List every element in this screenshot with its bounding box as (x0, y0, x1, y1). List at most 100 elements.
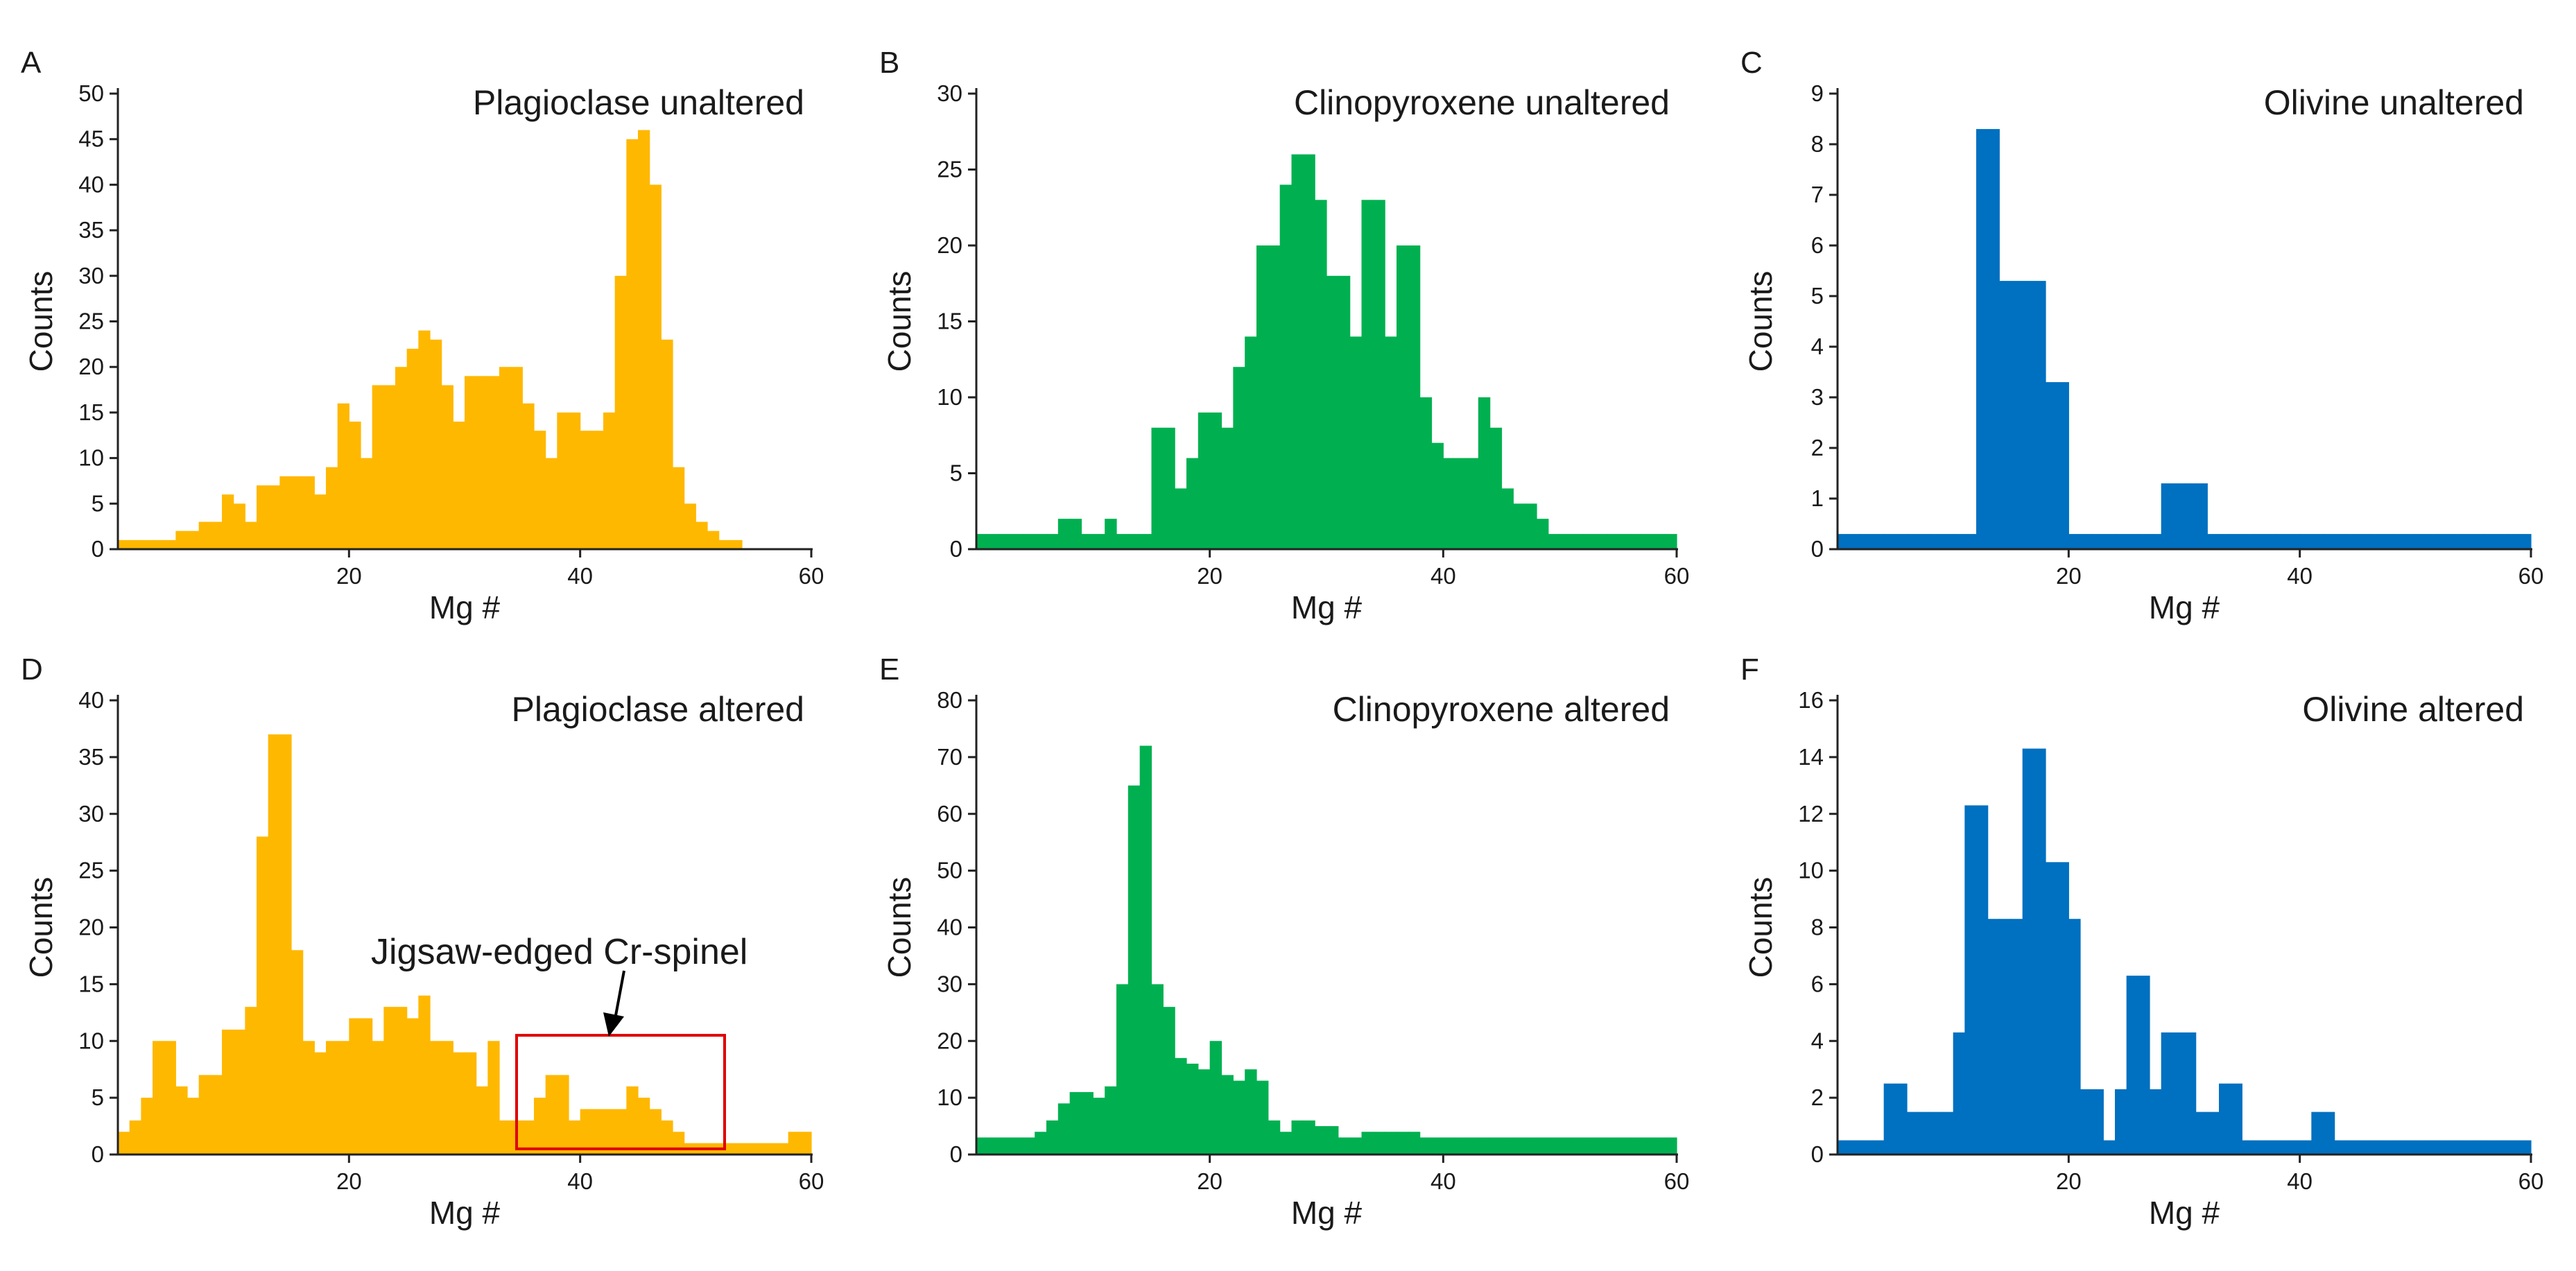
histogram-bar (1245, 1069, 1257, 1155)
y-tick-label: 12 (1798, 801, 1824, 827)
histogram-bar (638, 1098, 650, 1155)
histogram-bar (1081, 1091, 1093, 1155)
x-axis-label: Mg # (2149, 589, 2220, 625)
histogram-bar (730, 539, 743, 549)
histogram-bar (465, 376, 477, 549)
histogram-bar (1221, 427, 1234, 549)
y-tick-label: 40 (78, 171, 104, 197)
y-tick-label: 25 (78, 309, 104, 334)
x-tick-label: 40 (2287, 1168, 2313, 1194)
histogram-bar (1139, 745, 1152, 1155)
histogram-bar (1942, 1112, 1954, 1155)
y-tick-label: 35 (78, 744, 104, 770)
histogram-bar (1315, 1126, 1327, 1155)
y-tick-label: 4 (1811, 334, 1824, 359)
histogram-bar (569, 412, 581, 549)
histogram-bar (222, 494, 234, 549)
histogram-bar (1256, 245, 1269, 549)
histogram-bar (569, 1120, 581, 1155)
histogram-bar (1198, 412, 1211, 549)
histogram-bar (1548, 1137, 1561, 1155)
histogram-bar (1595, 534, 1607, 549)
histogram-bar (1419, 1137, 1433, 1155)
histogram-bar (2230, 534, 2254, 549)
histogram-bar (1233, 1080, 1245, 1155)
y-tick-label: 30 (78, 801, 104, 827)
histogram-bar (2103, 1140, 2116, 1155)
y-tick-label: 0 (950, 1141, 962, 1167)
y-tick-label: 80 (937, 687, 962, 713)
histogram-bar (1035, 1132, 1047, 1155)
histogram-bar (210, 521, 223, 549)
x-tick-label: 60 (1664, 563, 1690, 589)
y-tick-label: 5 (1811, 283, 1824, 309)
x-axis-label: Mg # (1291, 589, 1363, 625)
histogram-bar (2230, 1083, 2242, 1155)
histogram-bar (2022, 748, 2034, 1155)
x-tick-label: 40 (2287, 563, 2313, 589)
y-tick-label: 15 (78, 399, 104, 425)
histogram-bar (2346, 534, 2370, 549)
x-tick-label: 60 (1664, 1168, 1690, 1194)
histogram-bar (1127, 785, 1141, 1155)
histogram-bar (1046, 1120, 1059, 1155)
histogram-bar (1338, 1137, 1351, 1155)
histogram-bar (164, 1041, 176, 1155)
x-tick-label: 40 (567, 1168, 593, 1194)
histogram-bar (730, 1143, 743, 1155)
histogram-bar (1987, 919, 2000, 1155)
y-tick-label: 16 (1798, 687, 1824, 713)
histogram-bar (198, 1075, 211, 1155)
y-axis-label: Counts (881, 271, 917, 372)
histogram-bar (1443, 1137, 1455, 1155)
histogram-bar (395, 367, 408, 549)
histogram-bar (2115, 1089, 2127, 1155)
y-tick-label: 5 (950, 460, 962, 486)
y-tick-label: 35 (78, 217, 104, 243)
histogram-bar (245, 521, 257, 549)
histogram-bar (1838, 1140, 1850, 1155)
histogram-bar (187, 530, 200, 549)
histogram-bar (603, 1109, 616, 1155)
histogram-bar (187, 1098, 200, 1155)
y-tick-label: 25 (78, 858, 104, 883)
histogram-bar (1918, 1112, 1930, 1155)
histogram-bar (245, 1007, 257, 1155)
histogram-bar (2068, 534, 2093, 549)
y-tick-label: 1 (1811, 485, 1824, 511)
histogram-bar (406, 1018, 419, 1155)
histogram-bar (580, 431, 592, 549)
histogram-bar (164, 539, 176, 549)
arrow-head-icon (603, 1012, 624, 1037)
panel-letter: D (21, 652, 43, 686)
histogram-bar (1872, 1140, 1885, 1155)
histogram-bar (2299, 534, 2324, 549)
histogram-bar (1838, 534, 1861, 549)
histogram-bar (257, 836, 269, 1155)
x-tick-label: 60 (799, 1168, 824, 1194)
histogram-bar (1186, 1064, 1199, 1155)
histogram-bar (1559, 1137, 1573, 1155)
histogram-bar (1537, 519, 1549, 549)
histogram-bar (1385, 1132, 1397, 1155)
y-tick-label: 20 (937, 1028, 962, 1053)
histogram-bar (2046, 382, 2069, 549)
y-tick-label: 4 (1811, 1028, 1824, 1053)
histogram-bar (1501, 1137, 1514, 1155)
y-tick-label: 15 (937, 309, 962, 334)
histogram-bar (1011, 1137, 1023, 1155)
histogram-bar (1455, 1137, 1467, 1155)
histogram-bar (1618, 1137, 1631, 1155)
histogram-bar (453, 1052, 465, 1155)
histogram-bar (2195, 1112, 2208, 1155)
histogram-bar (673, 1132, 685, 1155)
y-tick-label: 6 (1811, 971, 1824, 996)
histogram-bar (1907, 534, 1930, 549)
histogram-bar (1186, 458, 1199, 549)
histogram-bar (1349, 1137, 1363, 1155)
x-axis-label: Mg # (429, 589, 501, 625)
histogram-bar (291, 476, 304, 549)
x-tick-label: 20 (1197, 1168, 1222, 1194)
histogram-bar (198, 521, 211, 549)
panel-letter: B (879, 46, 899, 80)
